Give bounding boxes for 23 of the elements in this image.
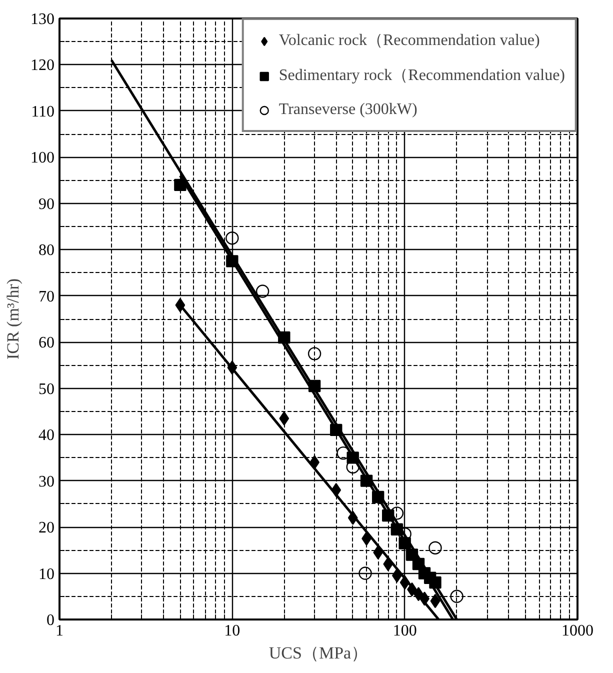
y-tick-label: 60 [38,334,54,352]
y-axis-title: ICR (m³/hr) [4,278,22,360]
y-tick-label: 30 [38,473,54,490]
y-tick-label: 40 [38,427,54,444]
y-tick-label: 120 [30,57,54,74]
x-axis-title: UCS（MPa） [268,644,368,662]
y-tick-label: 50 [38,380,54,398]
x-tick-label: 10 [224,622,240,640]
x-tick-label: 1 [56,622,64,640]
y-tick-label: 10 [38,566,54,583]
x-tick-label: 1000 [562,622,594,640]
y-tick-label: 0 [46,612,54,629]
x-tick-label: 100 [392,622,417,640]
legend-label: Transeverse (300kW) [278,101,418,119]
y-tick-label: 110 [31,103,54,120]
y-tick-label: 80 [38,242,54,260]
legend-label: Sedimentary rock（Recommendation value) [278,66,565,86]
y-tick-label: 100 [30,150,54,167]
y-tick-label: 130 [30,11,54,28]
y-tick-label: 70 [38,288,54,306]
legend-label: Volcanic rock（Recommendation value) [278,31,540,51]
y-tick-label: 90 [38,196,54,213]
y-tick-label: 20 [38,520,54,537]
